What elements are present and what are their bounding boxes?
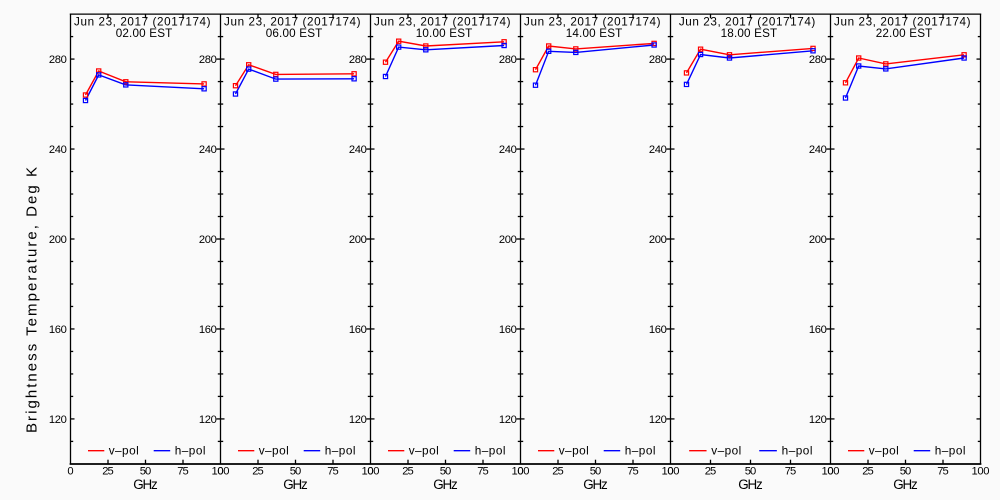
svg-text:0: 0 [367,466,373,478]
svg-text:50: 50 [440,466,452,478]
svg-text:v–pol: v–pol [109,443,139,457]
svg-text:120: 120 [349,414,367,426]
svg-text:25: 25 [862,466,874,478]
svg-text:100: 100 [512,466,530,478]
svg-text:280: 280 [649,54,667,66]
svg-text:Jun 23, 2017 (2017174): Jun 23, 2017 (2017174) [74,16,211,29]
svg-text:75: 75 [785,466,797,478]
svg-text:75: 75 [177,466,189,478]
svg-text:GHz: GHz [893,477,918,492]
svg-text:Jun 23, 2017 (2017174): Jun 23, 2017 (2017174) [374,16,511,29]
svg-text:160: 160 [499,324,517,336]
svg-text:100: 100 [362,466,380,478]
svg-text:0: 0 [827,466,833,478]
svg-text:240: 240 [649,144,667,156]
svg-text:h–pol: h–pol [935,443,966,457]
svg-text:240: 240 [49,144,67,156]
svg-text:50: 50 [745,466,757,478]
svg-text:v–pol: v–pol [559,443,589,457]
svg-text:GHz: GHz [433,477,458,492]
svg-text:25: 25 [252,466,264,478]
svg-text:200: 200 [809,234,827,246]
svg-text:25: 25 [402,466,414,478]
svg-text:100: 100 [662,466,680,478]
svg-text:Jun 23, 2017 (2017174): Jun 23, 2017 (2017174) [524,16,661,29]
svg-text:h–pol: h–pol [782,443,813,457]
svg-text:10.00 EST: 10.00 EST [416,27,473,40]
svg-text:160: 160 [809,324,827,336]
svg-text:120: 120 [499,414,517,426]
svg-text:18.00 EST: 18.00 EST [721,27,778,40]
svg-text:06.00 EST: 06.00 EST [266,27,323,40]
svg-text:v–pol: v–pol [409,443,439,457]
svg-text:h–pol: h–pol [625,443,656,457]
svg-text:280: 280 [199,54,217,66]
svg-text:h–pol: h–pol [175,443,206,457]
svg-text:25: 25 [102,466,114,478]
svg-text:GHz: GHz [283,477,308,492]
svg-text:50: 50 [140,466,152,478]
svg-text:0: 0 [217,466,223,478]
svg-text:h–pol: h–pol [325,443,356,457]
svg-text:100: 100 [822,466,840,478]
svg-text:22.00 EST: 22.00 EST [876,27,933,40]
svg-text:v–pol: v–pol [869,443,899,457]
svg-text:0: 0 [667,466,673,478]
svg-text:50: 50 [290,466,302,478]
svg-text:120: 120 [49,414,67,426]
svg-text:160: 160 [649,324,667,336]
svg-text:160: 160 [349,324,367,336]
svg-text:75: 75 [627,466,639,478]
svg-text:120: 120 [809,414,827,426]
svg-text:GHz: GHz [738,477,763,492]
svg-text:v–pol: v–pol [259,443,289,457]
svg-text:75: 75 [477,466,489,478]
svg-text:100: 100 [972,466,990,478]
svg-text:240: 240 [349,144,367,156]
svg-text:Jun 23, 2017 (2017174): Jun 23, 2017 (2017174) [224,16,361,29]
svg-text:0: 0 [67,466,73,478]
svg-text:75: 75 [937,466,949,478]
svg-text:25: 25 [552,466,564,478]
svg-text:200: 200 [499,234,517,246]
svg-text:240: 240 [809,144,827,156]
svg-text:120: 120 [649,414,667,426]
svg-text:14.00 EST: 14.00 EST [566,27,623,40]
svg-text:100: 100 [212,466,230,478]
svg-text:280: 280 [499,54,517,66]
svg-text:Brightness Temperature, Deg K: Brightness Temperature, Deg K [23,167,40,433]
svg-text:280: 280 [49,54,67,66]
svg-text:200: 200 [649,234,667,246]
svg-text:200: 200 [49,234,67,246]
svg-text:200: 200 [199,234,217,246]
svg-text:v–pol: v–pol [711,443,741,457]
svg-text:280: 280 [349,54,367,66]
svg-text:25: 25 [705,466,717,478]
svg-text:50: 50 [900,466,912,478]
svg-text:GHz: GHz [583,477,608,492]
svg-text:75: 75 [327,466,339,478]
svg-text:Jun 23, 2017 (2017174): Jun 23, 2017 (2017174) [679,16,816,29]
svg-text:160: 160 [49,324,67,336]
svg-text:240: 240 [499,144,517,156]
svg-text:240: 240 [199,144,217,156]
svg-text:h–pol: h–pol [475,443,506,457]
svg-text:160: 160 [199,324,217,336]
svg-text:0: 0 [517,466,523,478]
svg-text:Jun 23, 2017 (2017174): Jun 23, 2017 (2017174) [834,16,971,29]
svg-text:50: 50 [590,466,602,478]
svg-text:GHz: GHz [133,477,158,492]
svg-text:200: 200 [349,234,367,246]
svg-text:120: 120 [199,414,217,426]
svg-text:280: 280 [809,54,827,66]
svg-text:02.00 EST: 02.00 EST [116,27,173,40]
